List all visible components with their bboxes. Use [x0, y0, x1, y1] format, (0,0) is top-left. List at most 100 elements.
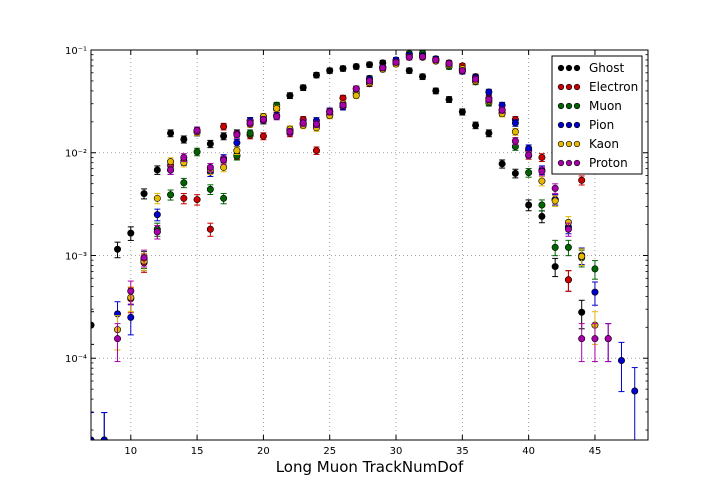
data-point — [167, 191, 175, 199]
legend-label: Pion — [589, 118, 614, 132]
legend-marker — [565, 121, 573, 129]
data-point — [472, 121, 480, 129]
data-point — [511, 169, 519, 177]
legend-marker — [573, 83, 581, 91]
data-point — [220, 163, 228, 171]
legend-marker — [557, 140, 565, 148]
data-point — [352, 92, 360, 100]
legend: Ghost Electron Muon Pion Kaon Proton — [551, 55, 643, 175]
legend-marker — [565, 102, 573, 110]
y-tick-label: 10⁻³ — [65, 251, 87, 262]
data-point — [525, 201, 533, 209]
data-point — [127, 313, 135, 321]
data-point — [273, 104, 281, 112]
legend-marker — [573, 64, 581, 72]
data-point — [591, 288, 599, 296]
data-point — [286, 92, 294, 100]
data-point — [485, 95, 493, 103]
data-point — [485, 88, 493, 96]
data-point — [591, 335, 599, 343]
data-point — [220, 123, 228, 131]
data-point — [180, 194, 188, 202]
legend-marker — [565, 159, 573, 167]
data-point — [432, 87, 440, 95]
data-point — [551, 243, 559, 251]
data-point — [564, 276, 572, 284]
data-point — [564, 243, 572, 251]
data-point — [206, 185, 214, 193]
data-point — [233, 131, 241, 139]
y-tick-label: 10⁻⁴ — [65, 354, 87, 365]
data-point — [153, 194, 161, 202]
legend-marker — [565, 140, 573, 148]
legend-marker — [557, 83, 565, 91]
legend-marker — [573, 121, 581, 129]
data-point — [631, 387, 639, 395]
x-tick-label: 20 — [257, 446, 270, 457]
legend-marker — [557, 64, 565, 72]
legend-marker — [557, 159, 565, 167]
data-point — [167, 158, 175, 166]
data-point — [365, 77, 373, 85]
legend-marker — [573, 159, 581, 167]
legend-marker — [557, 121, 565, 129]
data-point — [312, 120, 320, 128]
legend-marker — [573, 140, 581, 148]
data-point — [167, 129, 175, 137]
legend-label: Proton — [589, 156, 628, 170]
data-point — [604, 335, 612, 343]
y-tick-label: 10⁻¹ — [65, 46, 87, 57]
data-point — [617, 357, 625, 365]
data-point — [153, 211, 161, 219]
x-tick-label: 35 — [456, 446, 469, 457]
data-point — [472, 75, 480, 83]
data-point — [326, 108, 334, 116]
data-point — [206, 140, 214, 148]
data-point — [511, 137, 519, 145]
data-point — [578, 335, 586, 343]
data-point — [365, 61, 373, 69]
x-tick-label: 15 — [191, 446, 204, 457]
data-point — [114, 335, 122, 343]
data-point — [286, 128, 294, 136]
data-point — [551, 263, 559, 271]
x-tick-label: 40 — [522, 446, 535, 457]
data-point — [419, 53, 427, 61]
data-points — [91, 50, 639, 440]
data-point — [114, 245, 122, 253]
data-point — [299, 84, 307, 92]
legend-marker — [565, 64, 573, 72]
legend-box — [551, 55, 643, 175]
data-point — [511, 119, 519, 127]
data-point — [498, 160, 506, 168]
y-tick-label: 10⁻² — [65, 149, 87, 160]
data-point — [352, 85, 360, 93]
data-point — [206, 163, 214, 171]
data-point — [419, 73, 427, 81]
data-point — [220, 194, 228, 202]
data-point — [312, 147, 320, 155]
data-point — [299, 119, 307, 127]
data-point — [538, 177, 546, 185]
data-point — [498, 106, 506, 114]
data-point — [551, 197, 559, 205]
data-point — [140, 190, 148, 198]
x-tick-label: 25 — [323, 446, 336, 457]
series-proton — [114, 53, 612, 363]
data-point — [352, 63, 360, 71]
legend-marker — [565, 83, 573, 91]
data-point — [392, 58, 400, 66]
data-point — [180, 135, 188, 143]
legend-label: Muon — [589, 99, 622, 113]
data-point — [326, 67, 334, 75]
data-point — [578, 252, 586, 260]
data-point — [525, 169, 533, 177]
data-point — [339, 101, 347, 109]
data-point — [233, 139, 241, 147]
data-point — [525, 151, 533, 159]
data-point — [259, 132, 267, 140]
data-point — [578, 176, 586, 184]
data-point — [127, 229, 135, 237]
data-point — [405, 67, 413, 75]
